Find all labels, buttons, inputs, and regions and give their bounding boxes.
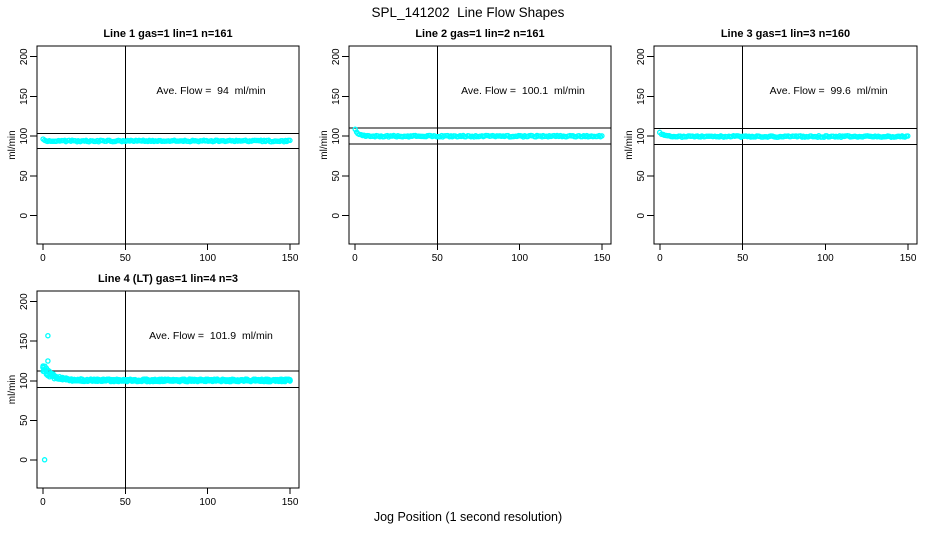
y-tick-label: 100 [636,127,647,144]
panel-title: Line 2 gas=1 lin=2 n=161 [415,28,544,40]
y-axis-unit-label: ml/min [319,130,330,159]
data-points [40,332,293,463]
panel-box [36,290,300,489]
y-axis-unit-label: ml/min [7,375,18,404]
x-tick-label: 100 [199,497,216,508]
x-tick-label: 150 [282,497,299,508]
x-tick-label: 0 [352,253,358,264]
x-tick-label: 0 [657,253,663,264]
x-tick-label: 0 [40,253,46,264]
panel-box [653,45,918,245]
panel-title: Line 4 (LT) gas=1 lin=4 n=3 [98,273,238,285]
y-tick-label: 200 [19,48,30,65]
y-tick-label: 50 [331,170,342,182]
panel-3: 0 50 100 150 0 50 100 150 200 ml/min Line 3 gas=1 … [624,28,918,264]
x-axis-label: Jog Position (1 second resolution) [373,510,563,524]
chart-title: SPL_141202 Line Flow Shapes [371,5,565,20]
y-tick-label: 100 [331,127,342,144]
y-tick-label: 50 [636,170,647,182]
x-tick-label: 50 [120,497,132,508]
outlier-point [45,332,51,339]
y-tick-label: 100 [19,127,30,144]
y-tick-label: 100 [19,372,30,389]
x-tick-label: 100 [511,253,528,264]
y-tick-label: 150 [19,332,30,349]
y-tick-label: 200 [19,293,30,310]
x-tick-label: 50 [432,253,444,264]
x-tick-label: 150 [900,253,917,264]
outlier-point [45,358,51,364]
y-tick-label: 0 [19,457,30,463]
panel-title: Line 1 gas=1 lin=1 n=161 [103,28,232,40]
x-tick-label: 150 [594,253,611,264]
panel-box [348,45,612,245]
x-tick-label: 100 [817,253,834,264]
y-tick-label: 150 [636,88,647,105]
x-tick-label: 100 [199,253,216,264]
panel-2: 0 50 100 150 0 50 100 150 200 ml/min Line 2 gas=1 … [319,28,612,264]
panel-title: Line 3 gas=1 lin=3 n=160 [721,28,850,40]
data-points [656,129,911,140]
y-tick-label: 50 [19,170,30,182]
y-tick-label: 0 [331,212,342,218]
y-axis-unit-label: ml/min [7,130,18,159]
y-tick-label: 150 [331,88,342,105]
x-tick-label: 0 [40,497,46,508]
outlier-point [41,457,48,463]
ave-flow-annotation: Ave. Flow = 94 ml/min [156,85,265,97]
y-tick-label: 0 [19,212,30,218]
x-tick-label: 150 [282,253,299,264]
x-tick-label: 50 [737,253,749,264]
panel-1: 0 50 100 150 0 50 100 150 200 ml/min Line 1 gas=1 … [7,28,300,264]
ave-flow-annotation: Ave. Flow = 99.6 ml/min [770,85,888,97]
panel-4: 0 50 100 150 0 50 100 150 200 ml/min Line 4 (LT) g… [7,273,300,508]
y-axis-unit-label: ml/min [624,130,635,159]
data-points [40,136,293,145]
y-tick-label: 150 [19,88,30,105]
y-tick-label: 200 [636,48,647,65]
y-tick-label: 0 [636,212,647,218]
x-tick-label: 50 [120,253,132,264]
ave-flow-annotation: Ave. Flow = 100.1 ml/min [461,85,585,97]
ave-flow-annotation: Ave. Flow = 101.9 ml/min [149,330,273,342]
y-tick-label: 50 [19,414,30,426]
data-points [352,126,605,140]
y-tick-label: 200 [331,48,342,65]
panel-box [36,45,300,245]
